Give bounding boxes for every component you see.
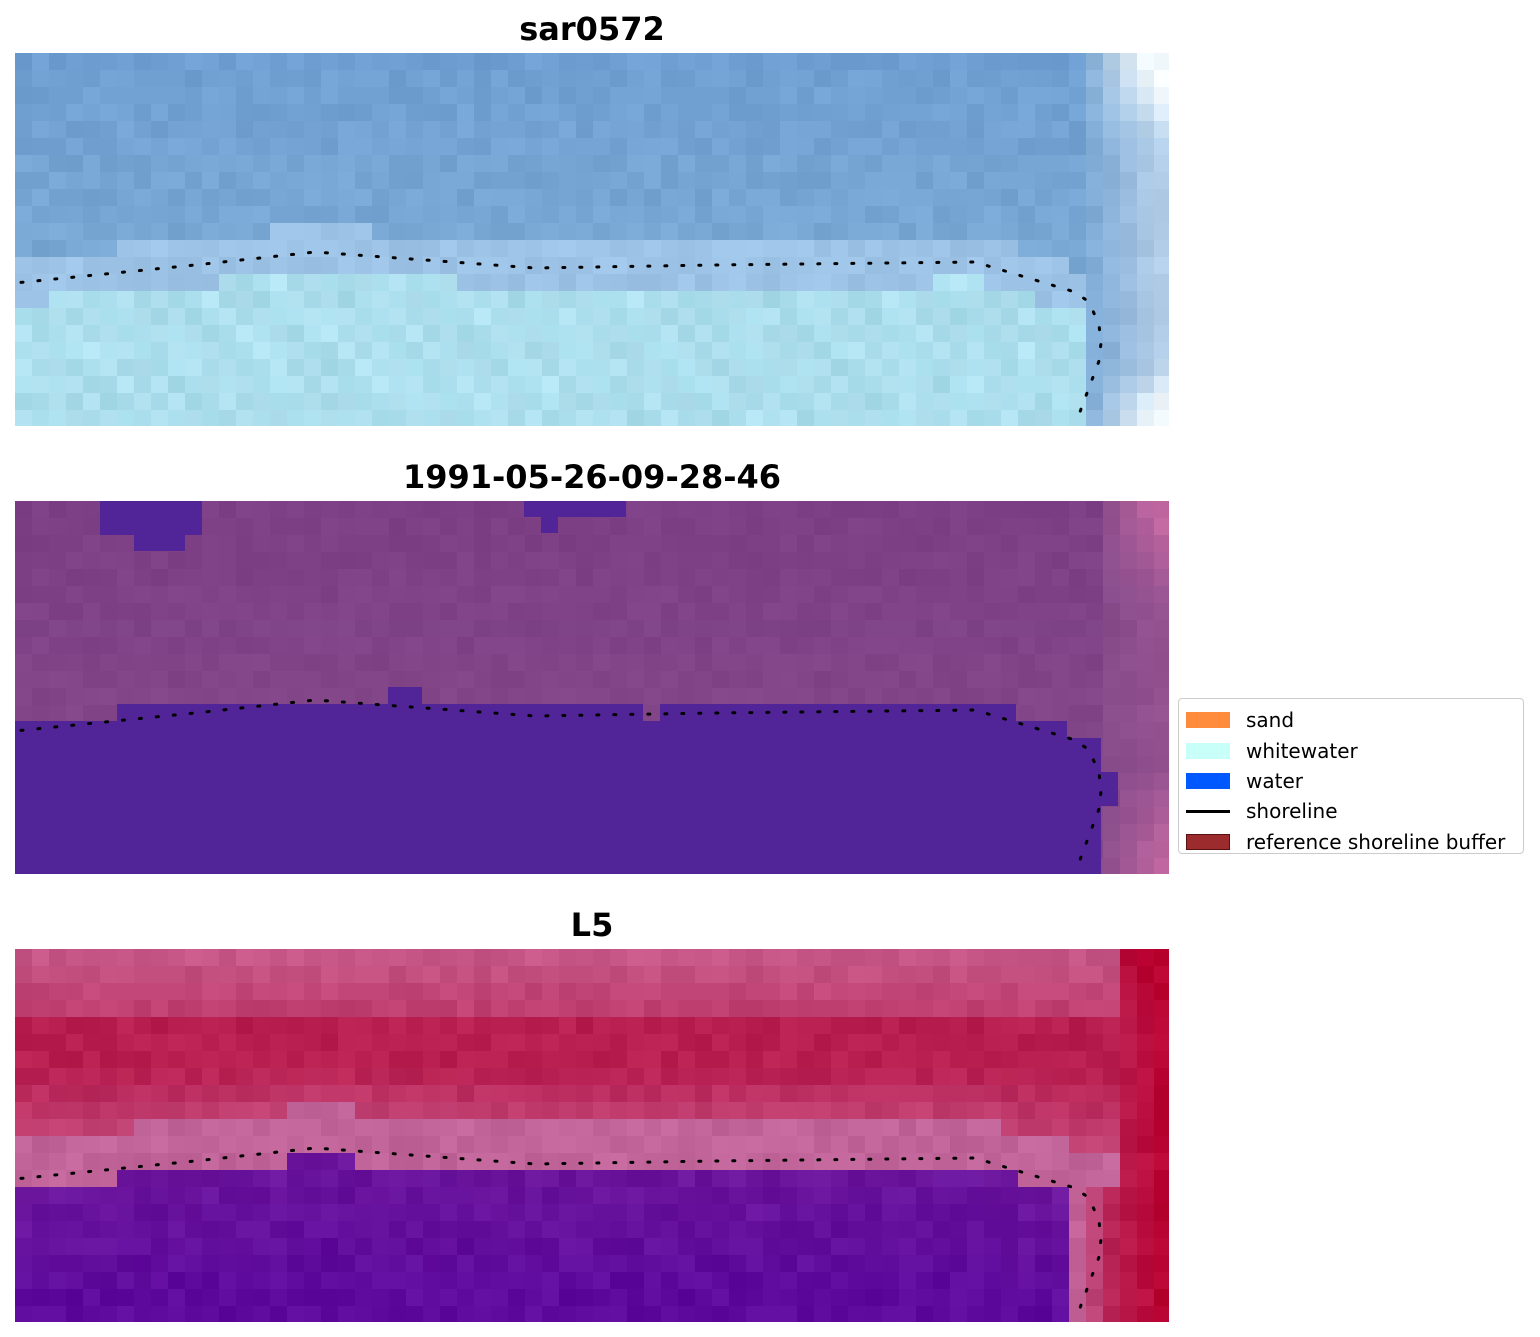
water-mask-overlay xyxy=(15,501,1118,874)
legend-item-sand: sand xyxy=(1186,705,1523,735)
legend-label: shoreline xyxy=(1246,799,1338,824)
legend-item-shoreline: shoreline xyxy=(1186,796,1523,826)
legend-swatch-shoreline xyxy=(1186,809,1230,813)
panel-title-satellite: L5 xyxy=(570,906,614,944)
legend-item-reference-buffer: reference shoreline buffer xyxy=(1186,827,1523,857)
rgb-image-panel xyxy=(15,53,1169,426)
legend-label: sand xyxy=(1246,708,1295,733)
legend-label: whitewater xyxy=(1246,738,1358,763)
index-image-panel xyxy=(15,949,1169,1322)
legend-swatch-water xyxy=(1186,772,1230,789)
image-pixels xyxy=(15,53,1169,426)
panel-title-date: 1991-05-26-09-28-46 xyxy=(402,458,782,496)
legend-swatch-whitewater xyxy=(1186,742,1230,759)
legend-item-water: water xyxy=(1186,766,1523,796)
legend: sand whitewater water shoreline referenc… xyxy=(1178,698,1524,854)
legend-swatch-sand xyxy=(1186,712,1230,729)
legend-label: water xyxy=(1246,768,1303,793)
legend-item-whitewater: whitewater xyxy=(1186,735,1523,765)
image-pixels xyxy=(15,949,1169,1322)
panel-title-sar: sar0572 xyxy=(519,10,665,48)
legend-label: reference shoreline buffer xyxy=(1246,829,1506,854)
legend-swatch-reference-buffer xyxy=(1186,833,1230,850)
classified-image-panel xyxy=(15,501,1169,874)
